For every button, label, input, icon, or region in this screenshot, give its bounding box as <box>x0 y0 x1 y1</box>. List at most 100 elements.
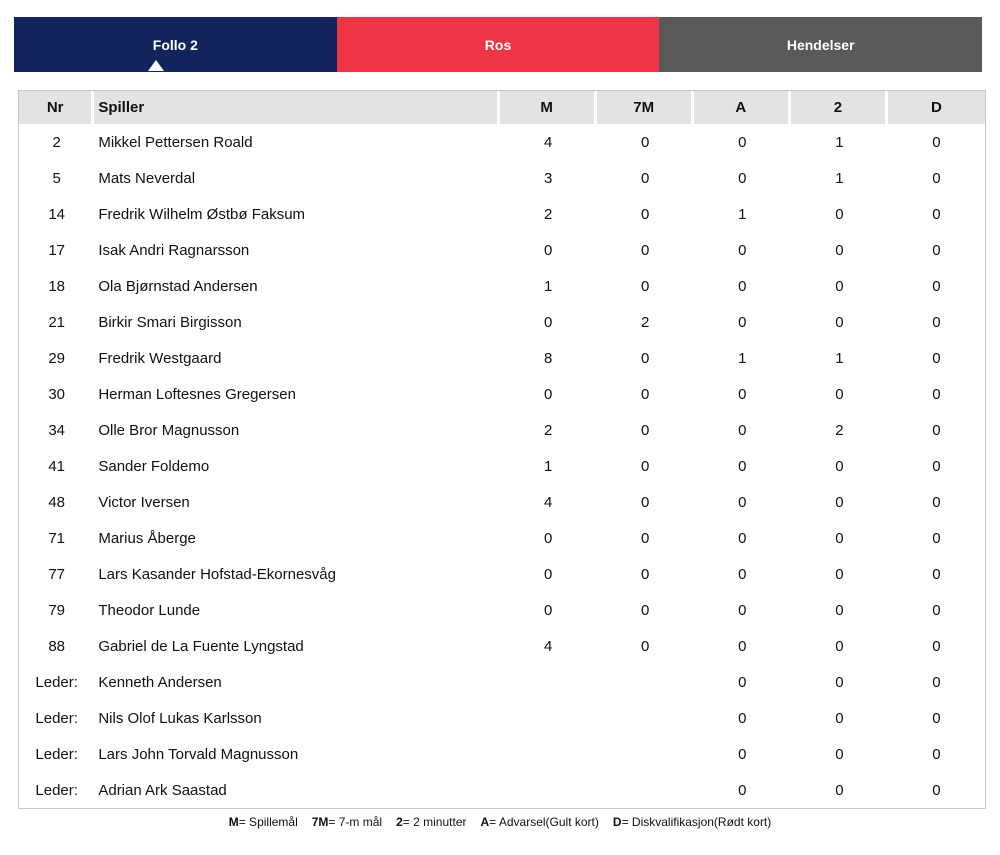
stat-2: 0 <box>835 673 844 691</box>
stat-a: 0 <box>738 421 747 439</box>
player-name: Olle Bror Magnusson <box>98 421 240 439</box>
stat-2: 0 <box>835 781 844 799</box>
stat-a: 0 <box>738 637 747 655</box>
stat-m: 4 <box>543 133 553 151</box>
legend-key: 2 <box>396 815 403 829</box>
stat-a: 0 <box>738 781 747 799</box>
stat-d: 0 <box>932 277 941 295</box>
player-name: Nils Olof Lukas Karlsson <box>98 709 262 727</box>
stat-2: 0 <box>835 601 844 619</box>
stat-2: 1 <box>835 133 844 151</box>
player-name: Mats Neverdal <box>98 169 196 187</box>
player-name: Herman Loftesnes Gregersen <box>98 385 296 403</box>
column-legend: M= Spillemål 7M= 7-m mål 2= 2 minutter A= A… <box>0 815 1000 829</box>
table-row: 18 Ola Bjørnstad Andersen 1 0 0 0 0 <box>19 268 985 304</box>
stat-a: 0 <box>738 457 747 475</box>
player-name: Lars Kasander Hofstad-Ekornesvåg <box>98 565 336 583</box>
stat-2: 0 <box>835 241 844 259</box>
player-number: 77 <box>48 565 66 583</box>
table-row: 30 Herman Loftesnes Gregersen 0 0 0 0 0 <box>19 376 985 412</box>
stat-d: 0 <box>932 169 941 187</box>
tab-follo-2[interactable]: Follo 2 <box>14 17 337 72</box>
stat-7m: 0 <box>641 277 650 295</box>
stat-d: 0 <box>932 421 941 439</box>
stat-2: 0 <box>835 637 844 655</box>
stat-d: 0 <box>932 205 941 223</box>
header-spiller: Spiller <box>94 91 500 124</box>
player-number: 71 <box>48 529 66 547</box>
legend-key: D <box>612 815 622 829</box>
stat-a: 1 <box>738 205 747 223</box>
tab-hendelser[interactable]: Hendelser <box>659 17 983 72</box>
table-row: 29 Fredrik Westgaard 8 0 1 1 0 <box>19 340 985 376</box>
stat-m: 0 <box>543 313 553 331</box>
stat-2: 0 <box>835 385 844 403</box>
stat-m: 0 <box>543 385 553 403</box>
legend-item: D= Diskvalifikasjon(Rødt kort) <box>613 815 771 829</box>
stat-7m: 0 <box>641 349 650 367</box>
stat-7m: 2 <box>641 313 650 331</box>
tab-ros[interactable]: Ros <box>336 17 660 72</box>
table-body: 2 Mikkel Pettersen Roald 4 0 0 1 0 5 Mats Neverd… <box>19 124 985 808</box>
player-number: 29 <box>48 349 66 367</box>
table-row: 41 Sander Foldemo 1 0 0 0 0 <box>19 448 985 484</box>
legend-item: M= Spillemål <box>229 815 298 829</box>
stat-7m: 0 <box>641 205 650 223</box>
table-row: 34 Olle Bror Magnusson 2 0 0 2 0 <box>19 412 985 448</box>
legend-desc: = Diskvalifikasjon(Rødt kort) <box>621 815 772 829</box>
stat-7m: 0 <box>641 565 650 583</box>
player-name: Birkir Smari Birgisson <box>98 313 242 331</box>
stat-7m: 0 <box>641 493 650 511</box>
stat-2: 0 <box>835 493 844 511</box>
player-number: 14 <box>48 205 66 223</box>
stat-m: 8 <box>543 349 553 367</box>
player-number: Leder: <box>35 781 78 799</box>
legend-key: M <box>228 815 239 829</box>
player-number: 21 <box>48 313 66 331</box>
player-number: 41 <box>48 457 66 475</box>
stat-2: 0 <box>835 277 844 295</box>
player-number: 88 <box>48 637 66 655</box>
player-number: 18 <box>48 277 66 295</box>
player-number: 48 <box>48 493 66 511</box>
stat-2: 0 <box>835 457 844 475</box>
stat-m: 3 <box>543 169 553 187</box>
table-header-row: Nr Spiller M 7M A 2 D <box>19 91 985 124</box>
stat-7m: 0 <box>641 133 650 151</box>
stat-a: 0 <box>738 169 747 187</box>
stat-a: 0 <box>738 601 747 619</box>
stat-2: 0 <box>835 529 844 547</box>
stat-d: 0 <box>932 637 941 655</box>
stat-7m: 0 <box>641 421 650 439</box>
stat-m: 0 <box>543 529 553 547</box>
player-number: Leder: <box>35 673 78 691</box>
table-row: Leder: Lars John Torvald Magnusson 0 0 0 <box>19 736 985 772</box>
stat-m: 2 <box>543 421 553 439</box>
player-number: Leder: <box>35 709 78 727</box>
legend-desc: = 2 minutter <box>402 815 467 829</box>
stat-2: 0 <box>835 313 844 331</box>
stat-2: 0 <box>835 709 844 727</box>
stat-d: 0 <box>932 385 941 403</box>
stat-d: 0 <box>932 565 941 583</box>
stat-a: 0 <box>738 529 747 547</box>
stat-d: 0 <box>932 457 941 475</box>
stat-m: 0 <box>543 241 553 259</box>
legend-item: 7M= 7-m mål <box>312 815 382 829</box>
tab-label: Follo 2 <box>152 36 198 53</box>
legend-desc: = 7-m mål <box>328 815 383 829</box>
player-name: Marius Åberge <box>98 529 196 547</box>
table-row: 79 Theodor Lunde 0 0 0 0 0 <box>19 592 985 628</box>
stat-d: 0 <box>932 349 941 367</box>
stat-7m: 0 <box>641 169 650 187</box>
header-7m: 7M <box>596 91 694 124</box>
player-name: Lars John Torvald Magnusson <box>98 745 299 763</box>
stat-7m: 0 <box>641 637 650 655</box>
player-number: 17 <box>48 241 66 259</box>
stat-m: 0 <box>543 565 553 583</box>
team-tabbar: Follo 2 Ros Hendelser <box>14 17 983 72</box>
stat-m: 0 <box>543 601 553 619</box>
header-a: A <box>693 91 791 124</box>
player-name: Victor Iversen <box>98 493 190 511</box>
stat-a: 0 <box>738 313 747 331</box>
